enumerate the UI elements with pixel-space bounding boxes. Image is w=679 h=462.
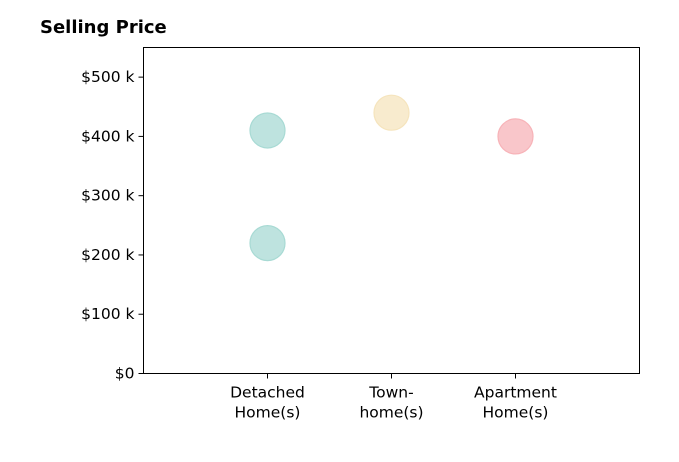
y-tick-label: $100 k [81, 305, 134, 323]
x-tick-label-line: Apartment [474, 384, 557, 402]
x-tick-label: Town-home(s) [359, 384, 423, 422]
x-tick-label-line: Home(s) [483, 404, 549, 422]
y-tick-label: $0 [115, 365, 135, 383]
x-tick-label: Apartment Home(s) [474, 384, 557, 422]
x-axis: Detached Home(s) Town-home(s) Apartment Home… [230, 373, 557, 422]
x-tick-label-line: Home(s) [235, 404, 301, 422]
data-point [497, 118, 534, 155]
x-tick-label-line: Detached [230, 384, 305, 402]
y-tick-label: $200 k [81, 246, 134, 264]
data-point [249, 225, 286, 262]
data-point [373, 94, 410, 131]
y-tick-label: $300 k [81, 187, 134, 205]
x-tick-label: Detached Home(s) [230, 384, 305, 422]
y-tick-label: $500 k [81, 68, 134, 86]
chart-title: Selling Price [40, 17, 167, 38]
y-tick-label: $400 k [81, 127, 134, 145]
x-tick-label-line: home(s) [359, 404, 423, 422]
data-point [249, 112, 286, 149]
data-points [249, 94, 534, 262]
y-axis: $0 $100 k $200 k $300 k $400 k $500 k [81, 68, 144, 383]
x-tick-label-line: Town- [368, 384, 413, 402]
